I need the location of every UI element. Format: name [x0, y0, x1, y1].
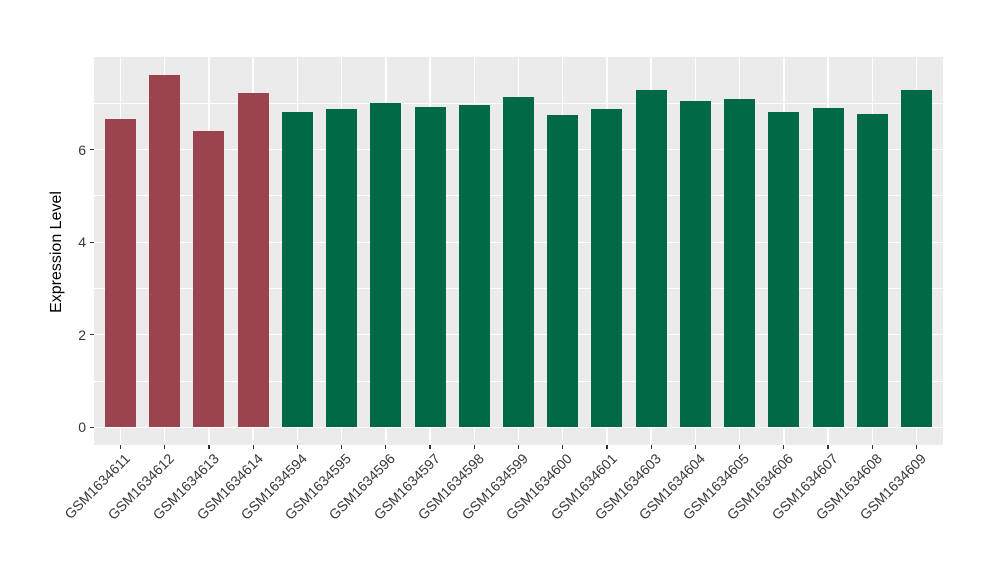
bar: [901, 89, 932, 428]
x-tick-mark: [429, 445, 431, 449]
y-tick-mark: [90, 426, 94, 428]
x-tick-mark: [915, 445, 918, 449]
bar: [768, 112, 800, 428]
y-tick-label: 4: [78, 234, 86, 251]
x-tick-mark: [650, 445, 652, 449]
bar: [856, 114, 888, 428]
x-tick-mark: [827, 445, 829, 449]
x-tick-mark: [517, 445, 520, 449]
bar: [547, 114, 579, 428]
x-tick-mark: [164, 445, 166, 449]
x-tick-mark: [296, 445, 298, 449]
bar: [414, 106, 446, 428]
bar: [591, 109, 623, 428]
bar: [149, 75, 181, 428]
y-tick-mark: [90, 149, 94, 151]
x-tick-mark: [385, 445, 387, 449]
x-tick-mark: [694, 445, 696, 449]
bar: [193, 130, 225, 428]
bar: [370, 102, 402, 428]
bar: [281, 111, 313, 428]
bar: [326, 108, 358, 428]
y-tick-label: 2: [78, 326, 86, 343]
x-tick-mark: [783, 445, 785, 449]
x-tick-mark: [208, 445, 210, 449]
bar: [635, 89, 667, 428]
y-axis-title: Expression Level: [48, 191, 65, 313]
x-tick-mark: [341, 445, 343, 449]
x-tick-mark: [871, 445, 873, 449]
bar: [458, 104, 490, 428]
y-tick-label: 6: [78, 141, 86, 158]
y-tick-label: 0: [78, 419, 86, 436]
bar: [724, 98, 756, 428]
x-tick-mark: [473, 445, 475, 449]
bar: [812, 107, 844, 428]
bar: [679, 100, 711, 428]
y-tick-mark: [90, 334, 94, 336]
x-tick-mark: [562, 445, 564, 449]
plot-panel: [94, 57, 943, 445]
x-tick-mark: [739, 445, 741, 449]
x-tick-mark: [119, 445, 122, 449]
x-tick-mark: [606, 445, 608, 449]
bar: [503, 96, 534, 428]
bar: [105, 119, 136, 428]
gridline-horizontal-major: [94, 426, 943, 429]
x-tick-mark: [252, 445, 254, 449]
bar: [237, 92, 269, 428]
y-tick-mark: [90, 241, 94, 243]
